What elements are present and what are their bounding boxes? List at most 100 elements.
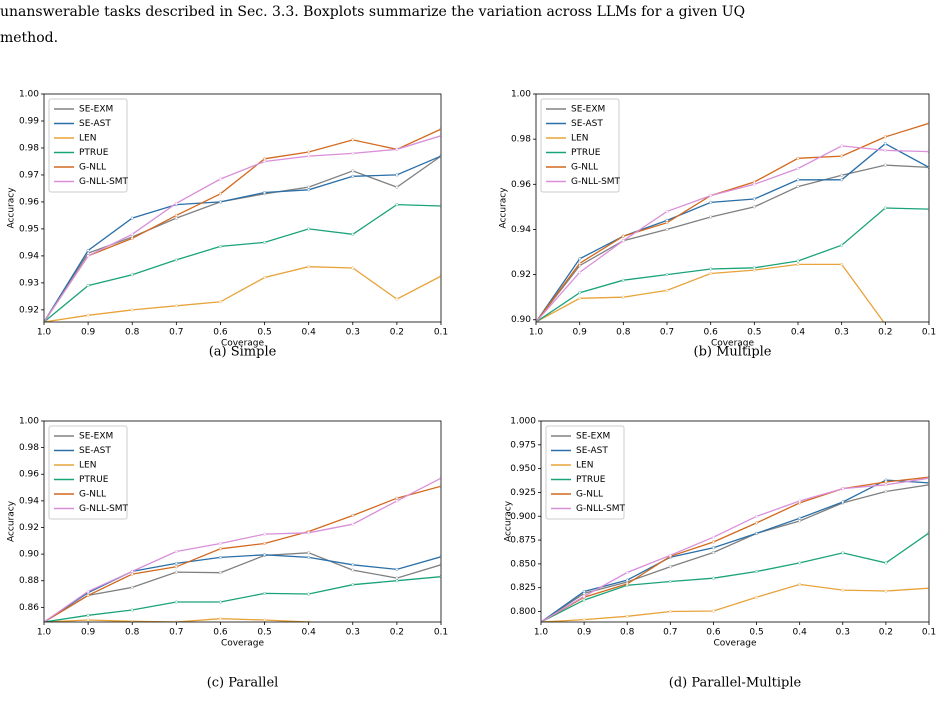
series-line: [44, 485, 441, 622]
x-tick-label: 0.6: [213, 628, 228, 638]
point: [130, 236, 134, 240]
x-tick-label: 0.4: [791, 328, 806, 338]
point: [263, 190, 267, 194]
y-tick-label: 0.94: [511, 225, 531, 235]
y-tick-label: 0.86: [19, 603, 39, 613]
legend-box: [540, 98, 620, 193]
y-tick-label: 0.96: [511, 180, 531, 190]
point: [174, 565, 178, 569]
point: [395, 499, 399, 503]
x-tick-label: 0.8: [125, 628, 140, 638]
point: [665, 288, 669, 292]
point: [884, 483, 888, 487]
y-axis-label: Accuracy: [499, 187, 509, 229]
y-tick-label: 0.98: [511, 135, 531, 145]
y-tick-label: 0.92: [19, 305, 39, 315]
y-tick-label: 1.00: [19, 90, 39, 100]
point: [86, 313, 90, 317]
point: [668, 610, 672, 614]
point: [86, 613, 90, 617]
point: [395, 203, 399, 207]
series-line: [44, 155, 441, 322]
point: [884, 561, 888, 565]
point: [174, 213, 178, 217]
x-tick-label: 0.5: [257, 628, 271, 638]
point: [218, 617, 222, 621]
x-tick-label: 0.8: [125, 328, 140, 338]
point: [351, 232, 355, 236]
point: [840, 144, 844, 148]
point: [174, 549, 178, 553]
caption: (a) Simple: [209, 345, 277, 360]
y-axis-label: Accuracy: [7, 500, 17, 542]
x-tick-label: 0.2: [879, 628, 893, 638]
point: [665, 209, 669, 213]
x-tick-label: 0.3: [836, 628, 850, 638]
point: [665, 221, 669, 225]
point: [263, 532, 267, 536]
point: [307, 531, 311, 535]
point: [841, 487, 845, 491]
point: [307, 592, 311, 596]
y-axis-label: Accuracy: [504, 500, 514, 542]
point: [130, 232, 134, 236]
point: [755, 531, 759, 535]
point: [263, 159, 267, 163]
point: [307, 551, 311, 555]
point: [668, 565, 672, 569]
point: [307, 265, 311, 269]
point: [755, 570, 759, 574]
point: [218, 600, 222, 604]
x-axis-label: Coverage: [221, 639, 265, 649]
point: [711, 550, 715, 554]
legend-label: G-NLL: [571, 163, 598, 173]
point: [752, 182, 756, 186]
point: [86, 589, 90, 593]
series-line: [541, 583, 929, 622]
series-line: [536, 122, 929, 322]
x-tick-label: 0.9: [81, 328, 96, 338]
series-line: [44, 135, 441, 322]
legend-label: PTRUE: [79, 148, 109, 158]
plot-lines: [536, 121, 929, 322]
y-tick-label: 0.95: [19, 224, 39, 234]
x-tick-label: 0.9: [577, 628, 592, 638]
plot-lines: [541, 475, 929, 622]
x-tick-label: 0.1: [922, 628, 936, 638]
point: [130, 273, 134, 277]
point: [263, 157, 267, 161]
x-tick-label: 0.1: [922, 328, 936, 338]
point: [263, 618, 267, 622]
point: [307, 227, 311, 231]
series-line: [44, 477, 441, 622]
point: [798, 516, 802, 520]
point: [883, 163, 887, 167]
point: [351, 169, 355, 173]
series-line: [541, 477, 929, 622]
point: [395, 567, 399, 571]
y-tick-label: 0.92: [19, 523, 39, 533]
series-line: [536, 207, 929, 322]
point: [218, 541, 222, 545]
legend-label: LEN: [576, 461, 593, 471]
point: [796, 156, 800, 160]
point: [86, 254, 90, 258]
legend-label: LEN: [79, 461, 96, 471]
point: [395, 496, 399, 500]
caption: (d) Parallel-Multiple: [669, 676, 802, 691]
point: [351, 138, 355, 142]
x-tick-label: 0.1: [434, 628, 448, 638]
point: [796, 178, 800, 182]
y-tick-label: 0.98: [19, 143, 39, 153]
x-tick-label: 0.7: [169, 628, 183, 638]
point: [263, 275, 267, 279]
legend-label: SE-EXM: [571, 105, 605, 115]
point: [578, 261, 582, 265]
point: [174, 216, 178, 220]
y-tick-label: 0.96: [19, 197, 39, 207]
legend-label: G-NLL: [576, 490, 603, 500]
x-tick-label: 0.4: [793, 628, 808, 638]
x-tick-label: 0.7: [663, 628, 677, 638]
point: [263, 240, 267, 244]
point: [578, 257, 582, 261]
